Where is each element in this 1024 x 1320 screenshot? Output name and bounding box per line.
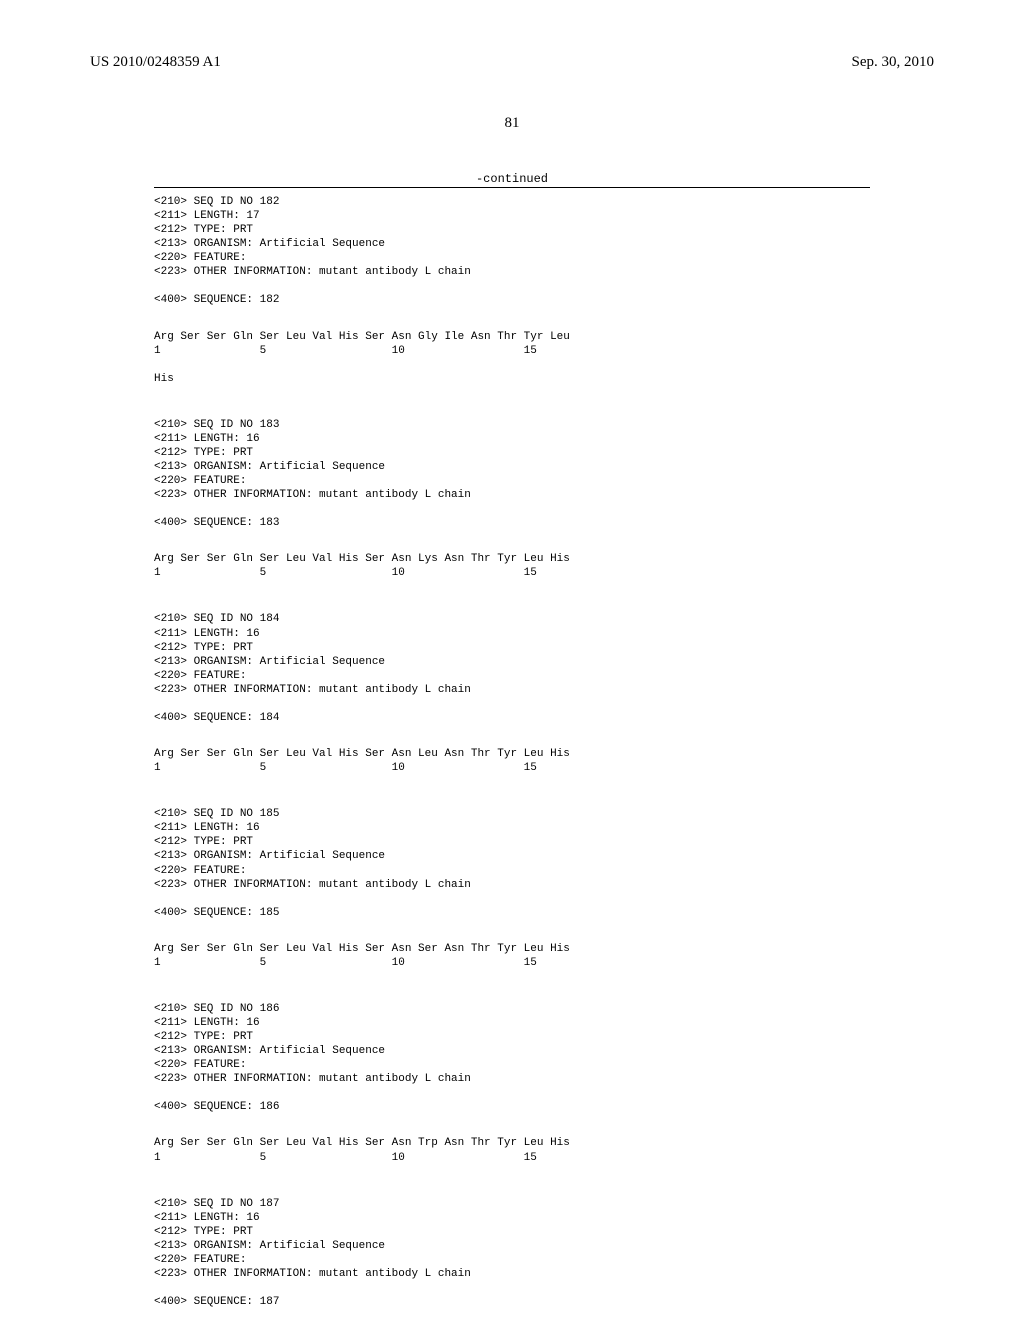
seq-position-numbers: 1 5 10 15 [154,344,874,358]
seq-length-line: <211> LENGTH: 16 [154,821,874,835]
sequence-block: <210> SEQ ID NO 186<211> LENGTH: 16<212>… [154,1002,874,1187]
seq-id-line: <210> SEQ ID NO 186 [154,1002,874,1016]
seq-length-line: <211> LENGTH: 16 [154,1016,874,1030]
seq-type-line: <212> TYPE: PRT [154,1030,874,1044]
seq-other-info-line: <223> OTHER INFORMATION: mutant antibody… [154,878,874,892]
seq-length-line: <211> LENGTH: 17 [154,209,874,223]
sequence-block: <210> SEQ ID NO 183<211> LENGTH: 16<212>… [154,418,874,603]
seq-position-numbers: 1 5 10 15 [154,566,874,580]
publication-date: Sep. 30, 2010 [852,54,935,71]
seq-organism-line: <213> ORGANISM: Artificial Sequence [154,849,874,863]
seq-feature-line: <220> FEATURE: [154,669,874,683]
sequence-block: <210> SEQ ID NO 184<211> LENGTH: 16<212>… [154,612,874,797]
seq-id-line: <210> SEQ ID NO 183 [154,418,874,432]
seq-feature-line: <220> FEATURE: [154,474,874,488]
seq-id-line: <210> SEQ ID NO 187 [154,1197,874,1211]
seq-length-line: <211> LENGTH: 16 [154,432,874,446]
seq-other-info-line: <223> OTHER INFORMATION: mutant antibody… [154,1267,874,1281]
seq-length-line: <211> LENGTH: 16 [154,627,874,641]
seq-other-info-line: <223> OTHER INFORMATION: mutant antibody… [154,265,874,279]
seq-sequence-label: <400> SEQUENCE: 184 [154,711,874,725]
seq-organism-line: <213> ORGANISM: Artificial Sequence [154,1239,874,1253]
seq-sequence-label: <400> SEQUENCE: 185 [154,906,874,920]
seq-sequence-label: <400> SEQUENCE: 186 [154,1100,874,1114]
seq-type-line: <212> TYPE: PRT [154,835,874,849]
seq-sequence-label: <400> SEQUENCE: 187 [154,1295,874,1309]
sequence-listing: <210> SEQ ID NO 182<211> LENGTH: 17<212>… [154,195,874,1319]
seq-organism-line: <213> ORGANISM: Artificial Sequence [154,237,874,251]
seq-organism-line: <213> ORGANISM: Artificial Sequence [154,655,874,669]
seq-position-numbers: 1 5 10 15 [154,761,874,775]
seq-id-line: <210> SEQ ID NO 182 [154,195,874,209]
seq-residues: Arg Ser Ser Gln Ser Leu Val His Ser Asn … [154,1136,874,1150]
seq-type-line: <212> TYPE: PRT [154,223,874,237]
publication-number: US 2010/0248359 A1 [90,54,221,71]
seq-feature-line: <220> FEATURE: [154,1058,874,1072]
sequence-block: <210> SEQ ID NO 182<211> LENGTH: 17<212>… [154,195,874,408]
seq-organism-line: <213> ORGANISM: Artificial Sequence [154,1044,874,1058]
seq-sequence-label: <400> SEQUENCE: 183 [154,516,874,530]
horizontal-rule [154,187,870,188]
seq-sequence-label: <400> SEQUENCE: 182 [154,293,874,307]
seq-position-numbers: 1 5 10 15 [154,956,874,970]
seq-type-line: <212> TYPE: PRT [154,446,874,460]
sequence-block: <210> SEQ ID NO 185<211> LENGTH: 16<212>… [154,807,874,992]
seq-type-line: <212> TYPE: PRT [154,1225,874,1239]
seq-residues: Arg Ser Ser Gln Ser Leu Val His Ser Asn … [154,747,874,761]
sequence-block: <210> SEQ ID NO 187<211> LENGTH: 16<212>… [154,1197,874,1310]
seq-organism-line: <213> ORGANISM: Artificial Sequence [154,460,874,474]
page-number: 81 [0,115,1024,132]
seq-id-line: <210> SEQ ID NO 185 [154,807,874,821]
seq-length-line: <211> LENGTH: 16 [154,1211,874,1225]
seq-feature-line: <220> FEATURE: [154,1253,874,1267]
seq-feature-line: <220> FEATURE: [154,864,874,878]
seq-residues: Arg Ser Ser Gln Ser Leu Val His Ser Asn … [154,942,874,956]
seq-other-info-line: <223> OTHER INFORMATION: mutant antibody… [154,488,874,502]
seq-other-info-line: <223> OTHER INFORMATION: mutant antibody… [154,683,874,697]
seq-position-numbers: 1 5 10 15 [154,1151,874,1165]
continued-label: -continued [0,172,1024,186]
page-header: US 2010/0248359 A1 Sep. 30, 2010 [0,54,1024,71]
seq-type-line: <212> TYPE: PRT [154,641,874,655]
seq-feature-line: <220> FEATURE: [154,251,874,265]
seq-residues: Arg Ser Ser Gln Ser Leu Val His Ser Asn … [154,552,874,566]
seq-id-line: <210> SEQ ID NO 184 [154,612,874,626]
seq-residues: Arg Ser Ser Gln Ser Leu Val His Ser Asn … [154,330,874,344]
seq-other-info-line: <223> OTHER INFORMATION: mutant antibody… [154,1072,874,1086]
seq-extra-residue: His [154,372,874,386]
